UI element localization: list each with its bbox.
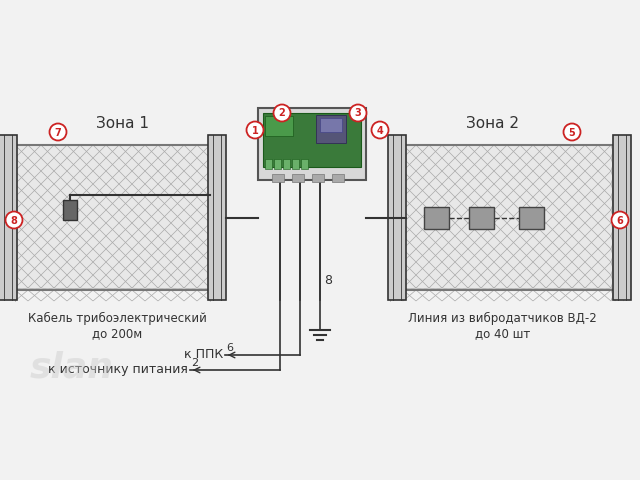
- Bar: [424, 207, 449, 229]
- Bar: [208, 135, 226, 300]
- Bar: [332, 174, 344, 182]
- Text: к источнику питания: к источнику питания: [48, 363, 188, 376]
- Text: 7: 7: [54, 128, 61, 137]
- Bar: [274, 159, 281, 169]
- Bar: [63, 200, 77, 220]
- Circle shape: [349, 105, 367, 121]
- Bar: [316, 115, 346, 143]
- Text: 2: 2: [278, 108, 285, 119]
- Bar: [519, 207, 544, 229]
- Text: Зона 2: Зона 2: [466, 116, 519, 131]
- Text: 8: 8: [324, 274, 332, 287]
- Bar: [390, 145, 615, 290]
- Bar: [613, 135, 631, 300]
- Bar: [469, 207, 494, 229]
- Circle shape: [563, 123, 580, 141]
- Bar: [312, 174, 324, 182]
- Bar: [292, 174, 304, 182]
- Bar: [258, 108, 366, 180]
- Bar: [263, 113, 361, 167]
- Bar: [320, 118, 342, 132]
- Bar: [283, 159, 290, 169]
- Text: 8: 8: [11, 216, 17, 226]
- Text: 3: 3: [355, 108, 362, 119]
- Bar: [388, 135, 406, 300]
- Text: 5: 5: [568, 128, 575, 137]
- Text: 2: 2: [191, 358, 198, 368]
- Circle shape: [246, 121, 264, 139]
- Circle shape: [273, 105, 291, 121]
- Bar: [15, 145, 210, 290]
- Circle shape: [371, 121, 388, 139]
- Bar: [265, 159, 272, 169]
- Text: 6: 6: [616, 216, 623, 226]
- Circle shape: [49, 123, 67, 141]
- Bar: [272, 174, 284, 182]
- Text: Линия из вибродатчиков ВД-2
до 40 шт: Линия из вибродатчиков ВД-2 до 40 шт: [408, 312, 597, 340]
- Text: 1: 1: [252, 125, 259, 135]
- Bar: [0, 135, 17, 300]
- Text: 4: 4: [376, 125, 383, 135]
- Bar: [390, 145, 615, 290]
- Text: 6: 6: [226, 343, 233, 353]
- Circle shape: [611, 212, 628, 228]
- Bar: [301, 159, 308, 169]
- Text: к ППК: к ППК: [184, 348, 223, 361]
- Text: Зона 1: Зона 1: [96, 116, 149, 131]
- Bar: [265, 116, 293, 136]
- Bar: [292, 159, 299, 169]
- Text: slan: slan: [30, 351, 114, 385]
- Circle shape: [6, 212, 22, 228]
- Text: Кабель трибоэлектрический
до 200м: Кабель трибоэлектрический до 200м: [28, 312, 207, 340]
- Bar: [15, 145, 210, 290]
